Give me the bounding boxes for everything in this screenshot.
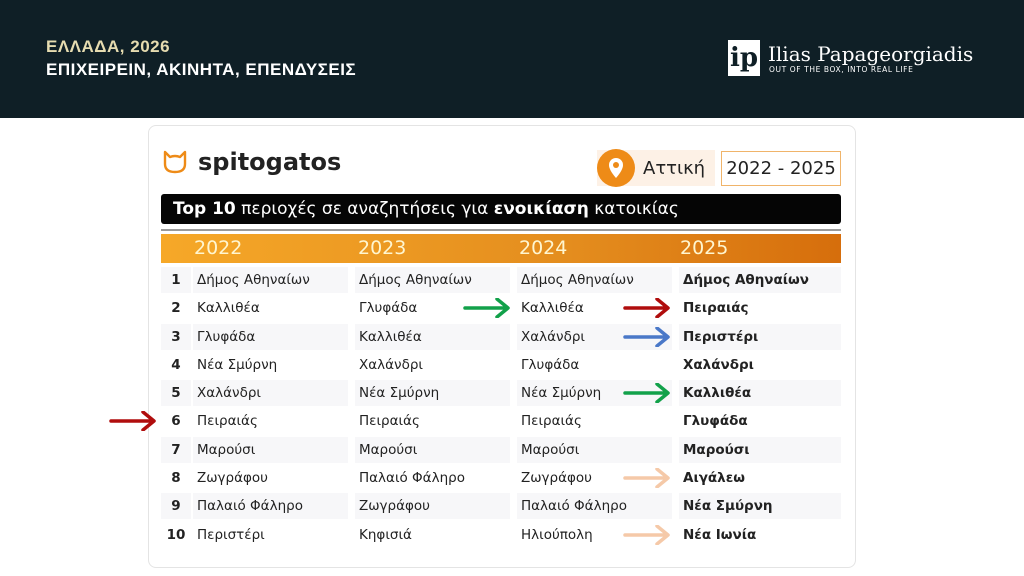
area-cell: Παλαιό Φάληρο [193, 493, 348, 520]
location-label: Αττική [643, 157, 706, 179]
area-cell: Γλυφάδα [359, 300, 418, 317]
area-cell: Ζωγράφου [197, 470, 268, 487]
table-header: 2022 2023 2024 2025 [161, 234, 841, 263]
area-cell: Νέα Σμύρνη [355, 380, 510, 407]
col-header: 2023 [358, 237, 407, 259]
table-row: 6 Πειραιάς Πειραιάς Πειραιάς Γλυφάδα [109, 407, 841, 435]
header-title: ΕΛΛΑΔΑ, 2026 [46, 37, 171, 56]
arrow-right-icon [623, 326, 670, 347]
area-cell: Δήμος Αθηναίων [517, 267, 672, 293]
table-title: Top 10 περιοχές σε αναζητήσεις για ενοικ… [161, 194, 841, 224]
area-cell: Παλαιό Φάληρο [359, 470, 465, 487]
rank-number: 8 [171, 470, 181, 487]
area-cell: Κηφισιά [359, 526, 412, 543]
area-cell: Καλλιθέα [197, 300, 260, 317]
title-post: κατοικίας [588, 199, 679, 219]
area-cell: Χαλάνδρι [359, 356, 423, 373]
header-banner: ΕΛΛΑΔΑ, 2026 ΕΠΙΧΕΙΡΕΙΝ, ΑΚΙΝΗΤΑ, ΕΠΕΝΔΥ… [0, 0, 1024, 118]
table-row: 7 Μαρούσι Μαρούσι Μαρούσι Μαρούσι [161, 436, 841, 464]
cat-icon [163, 150, 187, 174]
area-cell: Καλλιθέα [521, 300, 584, 317]
title-mid: περιοχές σε αναζητήσεις για [235, 199, 494, 219]
brand-name: spitogatos [198, 148, 342, 176]
area-cell: Πειραιάς [521, 413, 582, 430]
logo-tagline: OUT OF THE BOX, INTO REAL LIFE [769, 64, 914, 74]
area-cell: Μαρούσι [193, 436, 348, 463]
rank-number: 7 [161, 436, 191, 463]
area-cell: Μαρούσι [517, 436, 672, 463]
area-cell: Ηλιούπολη [521, 526, 593, 543]
area-cell: Παλαιό Φάληρο [517, 493, 672, 520]
area-cell: Μαρούσι [355, 436, 510, 463]
area-cell: Νέα Σμύρνη [679, 493, 841, 520]
area-cell: Νέα Ιωνία [683, 526, 757, 543]
area-cell: Γλυφάδα [683, 413, 748, 430]
divider [161, 229, 841, 231]
spitogatos-logo: spitogatos [162, 148, 341, 176]
arrow-right-icon [623, 298, 670, 319]
rank-number: 5 [161, 380, 191, 407]
rank-number: 4 [171, 356, 181, 373]
table-row: 4 Νέα Σμύρνη Χαλάνδρι Γλυφάδα Χαλάνδρι [161, 351, 841, 379]
area-cell: Δήμος Αθηναίων [679, 267, 841, 293]
logo: ip Ilias Papageorgiadis OUT OF THE BOX, … [728, 40, 973, 76]
title-top10: Top 10 [173, 199, 236, 219]
area-cell: Πειραιάς [683, 300, 749, 317]
col-header: 2022 [194, 237, 243, 259]
area-cell: Χαλάνδρι [683, 356, 754, 373]
title-bold: ενοικίαση [493, 199, 589, 219]
table-row: 5 Χαλάνδρι Νέα Σμύρνη Νέα Σμύρνη Καλλιθέα [161, 379, 841, 407]
location-pin-icon [597, 149, 635, 187]
area-cell: Νέα Σμύρνη [197, 356, 278, 373]
table-row: 2 Καλλιθέα Γλυφάδα Καλλιθέα Πειραιάς [161, 294, 841, 322]
table-row: 1 Δήμος Αθηναίων Δήμος Αθηναίων Δήμος Αθηνα… [161, 266, 841, 294]
table-row: 9 Παλαιό Φάληρο Ζωγράφου Παλαιό Φάληρο Νέα Σ… [161, 492, 841, 520]
area-cell: Περιστέρι [197, 526, 265, 543]
area-cell: Γλυφάδα [521, 356, 580, 373]
table-row: 3 Γλυφάδα Καλλιθέα Χαλάνδρι Περιστέρι [161, 323, 841, 351]
area-cell: Πειραιάς [359, 413, 420, 430]
rank-number: 6 [171, 413, 181, 430]
arrow-right-icon [623, 468, 670, 489]
area-cell: Ζωγράφου [355, 493, 510, 520]
area-cell: Γλυφάδα [193, 323, 348, 350]
col-header: 2025 [680, 237, 729, 259]
arrow-right-icon [623, 524, 670, 545]
location-badge: Αττική [597, 149, 715, 187]
logo-mark: ip [728, 40, 760, 76]
area-cell: Δήμος Αθηναίων [355, 267, 510, 293]
area-cell: Καλλιθέα [355, 323, 510, 350]
area-cell: Καλλιθέα [679, 380, 841, 407]
header-subtitle: ΕΠΙΧΕΙΡΕΙΝ, ΑΚΙΝΗΤΑ, ΕΠΕΝΔΥΣΕΙΣ [46, 60, 357, 79]
rank-number: 3 [161, 323, 191, 350]
rank-number: 9 [161, 493, 191, 520]
area-cell: Μαρούσι [679, 436, 841, 463]
logo-name: Ilias Papageorgiadis [768, 41, 974, 66]
area-cell: Πειραιάς [197, 413, 258, 430]
table-row: 10 Περιστέρι Κηφισιά Ηλιούπολη Νέα Ιωνία [161, 521, 841, 549]
col-header: 2024 [519, 237, 568, 259]
rank-number: 1 [161, 267, 191, 293]
arrow-right-icon [623, 383, 670, 404]
area-cell: Δήμος Αθηναίων [193, 267, 348, 293]
area-cell: Αιγάλεω [683, 470, 745, 487]
area-cell: Περιστέρι [679, 323, 841, 350]
arrow-right-icon [109, 411, 156, 432]
year-range: 2022 - 2025 [721, 151, 841, 186]
ranking-table: 1 Δήμος Αθηναίων Δήμος Αθηναίων Δήμος Αθηνα… [109, 266, 841, 549]
rank-number: 2 [171, 300, 181, 317]
rank-number: 10 [166, 526, 186, 543]
area-cell: Ζωγράφου [521, 470, 592, 487]
table-row: 8 Ζωγράφου Παλαιό Φάληρο Ζωγράφου Αιγάλεω [161, 464, 841, 492]
arrow-right-icon [463, 298, 510, 319]
area-cell: Χαλάνδρι [193, 380, 348, 407]
